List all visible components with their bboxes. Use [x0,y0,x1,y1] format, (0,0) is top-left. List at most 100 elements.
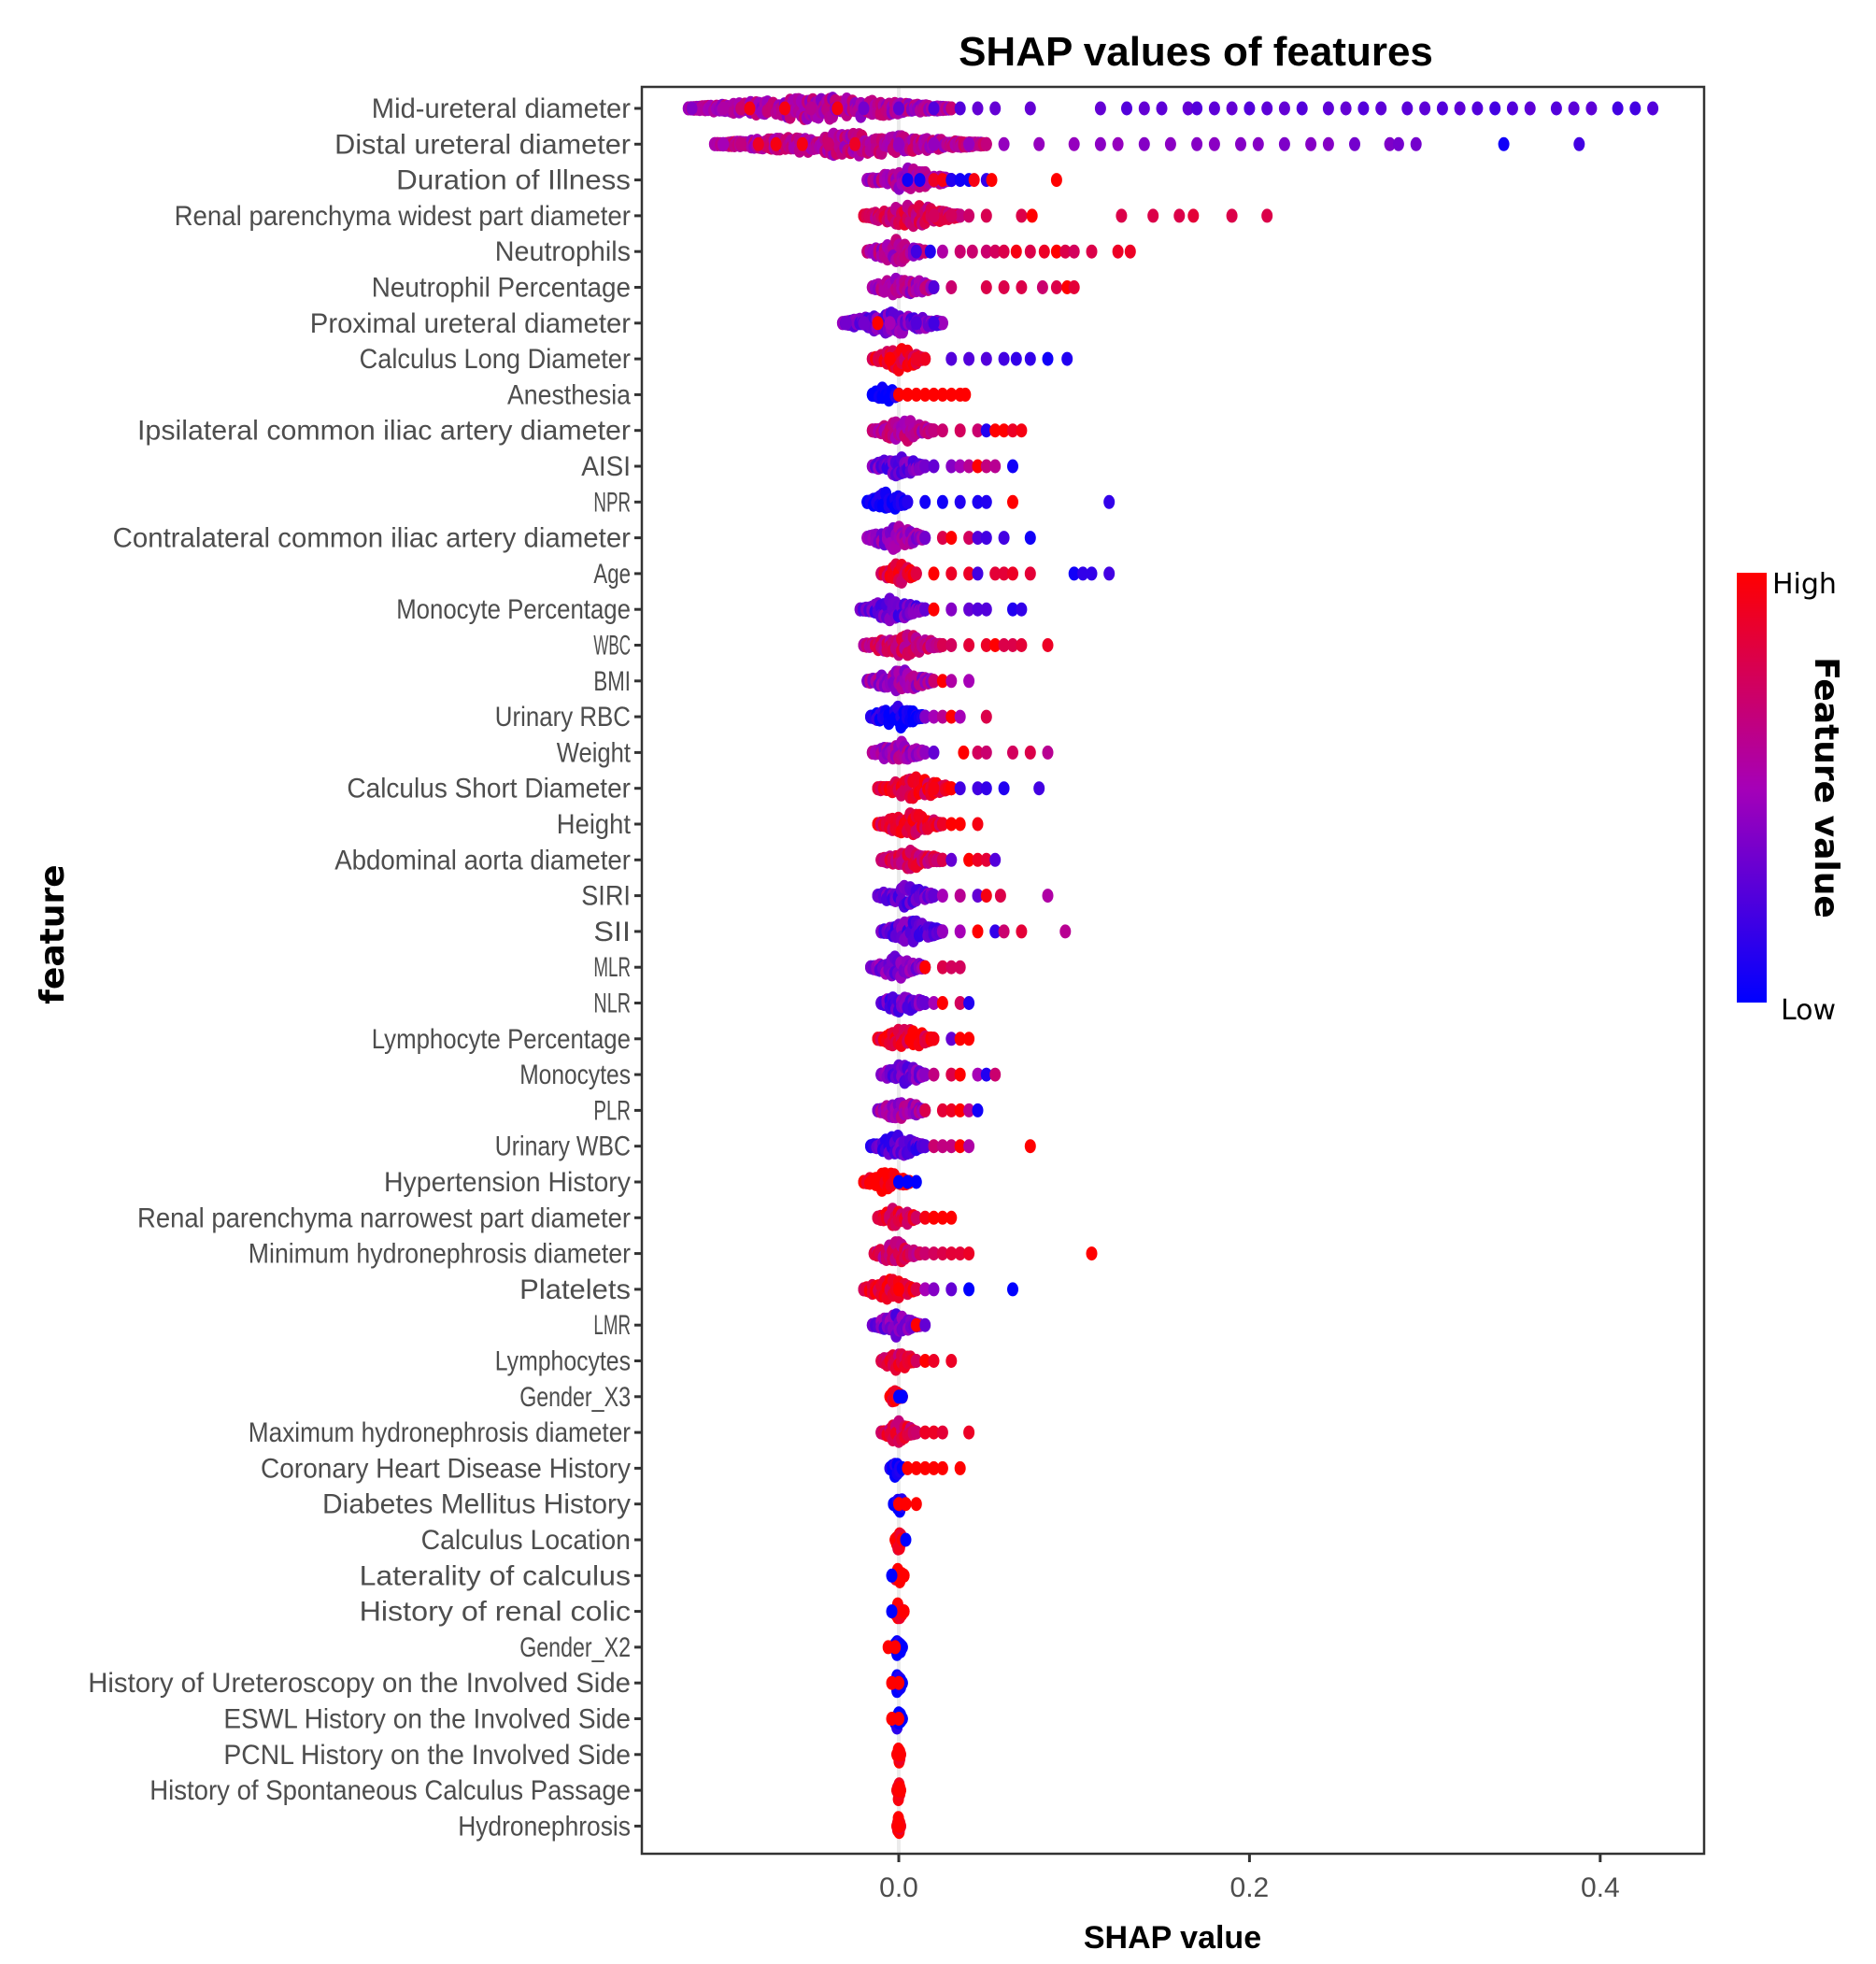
shap-point [1208,136,1220,151]
shap-point [1038,244,1050,259]
x-tick-label: 0.4 [1581,1872,1620,1903]
y-tick-label: Renal parenchyma widest part diameter [175,201,631,232]
shap-point [1050,173,1062,188]
shap-point [1086,1246,1098,1261]
feature-row [891,1811,906,1840]
y-tick-label: Lymphocyte Percentage [372,1024,631,1055]
shap-point [928,602,940,617]
shap-point [910,1210,922,1225]
shap-point [1322,136,1334,151]
feature-row [886,1706,908,1735]
shap-point [972,745,984,760]
shap-point [928,423,940,438]
y-tick-label: Hypertension History [384,1167,631,1198]
shap-point [945,638,958,652]
shap-point [936,1246,948,1261]
feature-row [861,520,1036,555]
shap-point [980,280,992,294]
shap-point [936,173,948,188]
shap-point [902,494,914,509]
shap-point [963,136,975,151]
shap-point [900,1497,912,1512]
y-tick-label: History of renal colic [360,1597,631,1628]
shap-point [980,1067,992,1082]
shap-point [686,101,698,116]
shap-point [945,280,958,294]
shap-point [963,1103,975,1117]
y-tick-label: Gender_X2 [519,1632,631,1663]
y-tick-label: Calculus Location [421,1525,631,1556]
shap-point [928,709,940,724]
shap-point [998,924,1010,939]
shap-point [945,602,958,617]
feature-row [866,735,1054,765]
shap-point [963,566,975,581]
shap-point [1094,136,1106,151]
shap-point [936,494,948,509]
shap-point [1524,101,1536,116]
shap-point [1059,244,1072,259]
shap-point [902,387,914,402]
shap-point [1278,101,1290,116]
shap-point [1116,208,1128,223]
shap-point [936,852,948,867]
shap-point [1026,208,1038,223]
y-tick-label: Neutrophil Percentage [372,273,631,304]
y-tick-label: Abdominal aorta diameter [334,845,631,875]
y-tick-label: Monocytes [519,1060,631,1090]
chart-title: SHAP values of features [959,29,1433,75]
shap-point [945,1067,958,1082]
shap-point [989,459,1002,474]
shap-point [919,709,931,724]
shap-point [1059,924,1072,939]
shap-point [919,1246,931,1261]
shap-point [919,351,931,366]
shap-point [928,1354,940,1368]
shap-point [936,531,948,546]
y-tick-label: Ipsilateral common iliac artery diameter [137,416,631,447]
shap-point [1489,101,1501,116]
y-tick-label: PLR [593,1095,631,1126]
shap-point [963,208,975,223]
shap-point [1208,101,1220,116]
shap-point [1007,638,1018,652]
feature-row [866,343,1073,377]
shap-point [994,889,1006,904]
shap-point [858,316,870,331]
shap-point [919,1210,931,1225]
shap-point [1322,101,1334,116]
shap-point [936,817,948,832]
shap-point [919,459,931,474]
y-tick-label: Weight [557,737,632,768]
feature-row [866,381,972,407]
shap-point [928,996,940,1010]
shap-point [1305,136,1317,151]
shap-point [718,101,730,116]
shap-point [893,101,904,116]
shap-point [958,745,970,760]
shap-point [1296,101,1308,116]
shap-point [954,1139,966,1154]
shap-point [980,208,992,223]
shap-point [972,889,984,904]
y-tick-label: Age [593,559,631,590]
shap-point [954,1067,966,1082]
shap-point [884,316,896,331]
feature-row [875,845,1002,875]
y-tick-label: SIRI [581,881,631,912]
feature-row [891,1777,906,1807]
y-tick-label: Calculus Long Diameter [360,344,631,375]
shap-point [910,1460,922,1475]
feature-row [858,199,1273,233]
shap-point [972,924,984,939]
shap-point [1112,136,1124,151]
shap-point [893,1675,904,1690]
shap-point [805,101,817,116]
shap-point [886,1568,898,1583]
shap-point [972,1103,984,1117]
shap-point [889,1640,902,1655]
shap-point [1042,638,1054,652]
shap-point [1568,101,1580,116]
shap-point [972,494,984,509]
shap-point [919,960,931,975]
